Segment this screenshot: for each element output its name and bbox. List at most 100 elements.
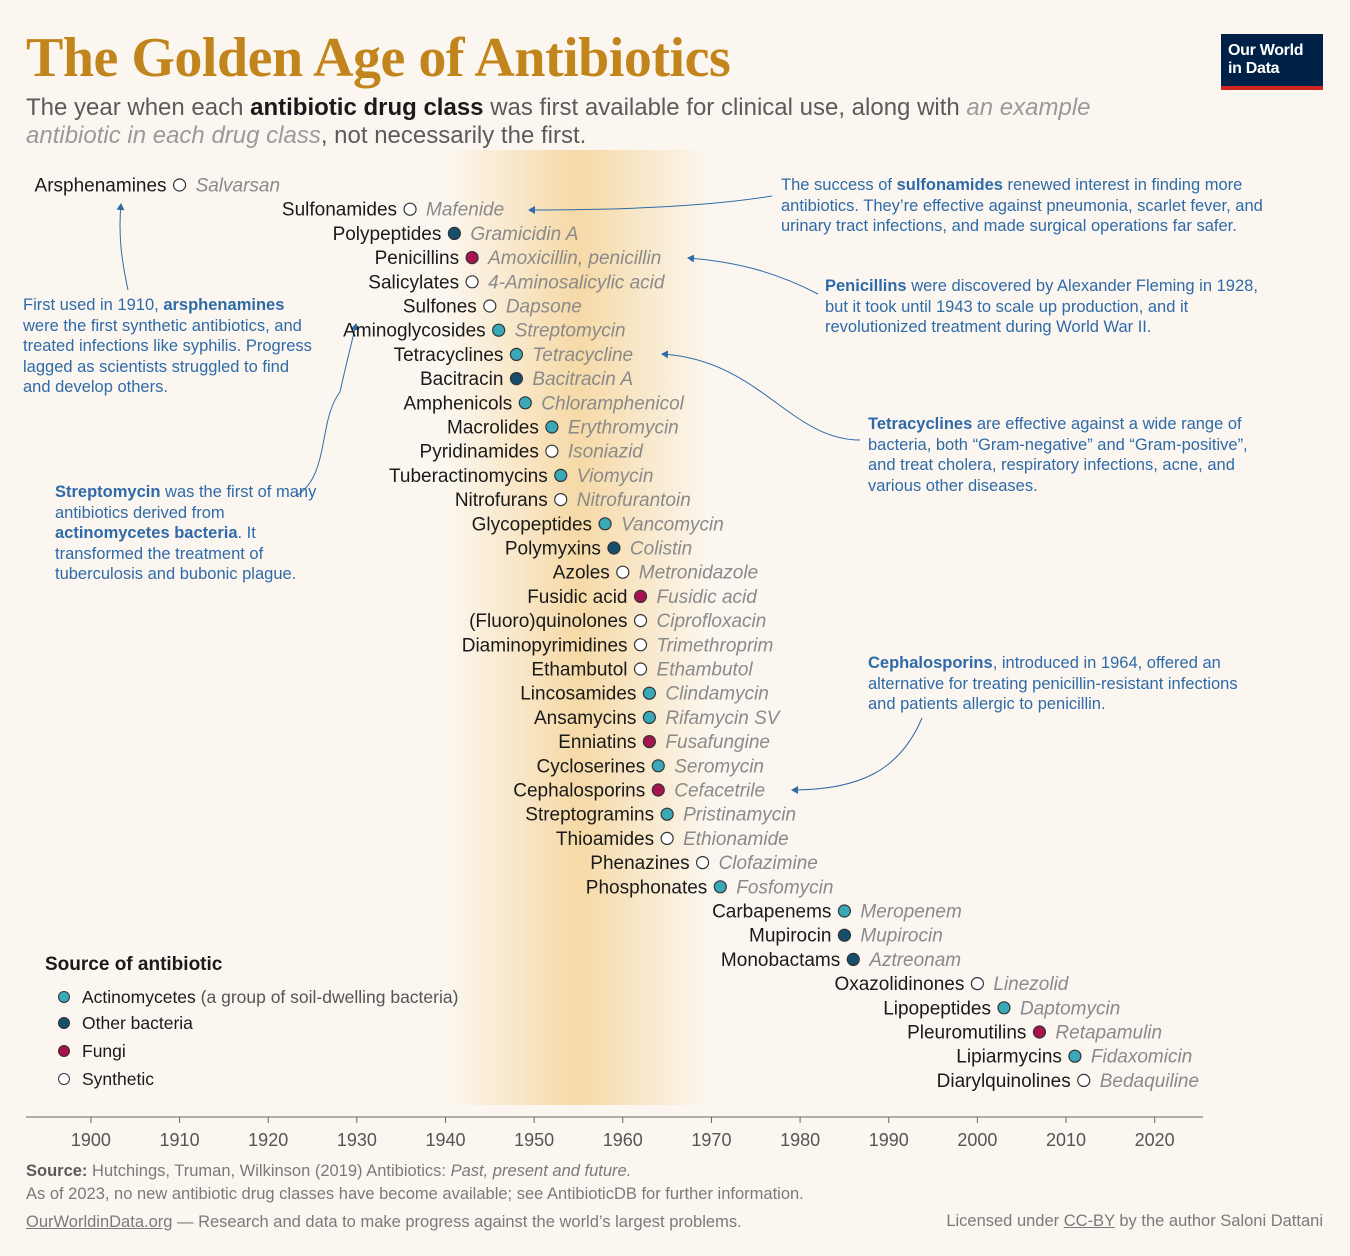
class-label-thioamides: Thioamides <box>556 829 654 850</box>
legend-item-fungi: Fungi <box>58 1041 126 1061</box>
legend-label: Fungi <box>82 1040 126 1061</box>
point-nitrofurans <box>554 493 568 507</box>
annotation-penicillins: Penicillins were discovered by Alexander… <box>825 277 1258 336</box>
class-label-diarylquinolines: Diarylquinolines <box>937 1071 1071 1092</box>
class-label-polypeptides: Polypeptides <box>333 224 442 245</box>
class-label-pleuromutilins: Pleuromutilins <box>907 1023 1026 1044</box>
footer-license: Licensed under CC-BY by the author Salon… <box>946 1212 1323 1230</box>
point-lipopeptides <box>997 1001 1011 1015</box>
legend-dot-other-bacteria <box>58 1017 70 1029</box>
class-label-bacitracin: Bacitracin <box>420 369 503 390</box>
x-axis: 1900 1910 1920 1930 1940 1950 1960 1970 1980 1990… <box>26 1116 1203 1150</box>
example-label-diarylquinolines: Bedaquiline <box>1100 1071 1199 1092</box>
class-label-ansamycins: Ansamycins <box>534 708 636 729</box>
footer-site: OurWorldinData.org — Research and data t… <box>26 1213 742 1231</box>
example-label-glycopeptides: Vancomycin <box>621 514 724 535</box>
arrow-penicillins <box>687 254 819 295</box>
class-label-tetracyclines: Tetracyclines <box>394 345 504 366</box>
class-label-sulfonamides: Sulfonamides <box>282 200 397 221</box>
legend-item-actinomycetes: Actinomycetes (a group of soil-dwelling … <box>58 987 458 1007</box>
x-tick-label-1940: 1940 <box>425 1130 465 1150</box>
point-tetracyclines <box>509 347 524 361</box>
license-link[interactable]: CC-BY <box>1063 1212 1115 1230</box>
point-amphenicols <box>518 396 532 410</box>
point-cycloserines <box>651 759 665 773</box>
point-cephalosporins <box>651 783 665 797</box>
example-label-phenazines: Clofazimine <box>719 853 818 874</box>
annotation-tetracyclines: Tetracyclines are effective against a wi… <box>868 415 1248 495</box>
point-fusidic-acid <box>633 589 648 604</box>
point-penicillins <box>465 251 479 265</box>
example-label-monobactams: Aztreonam <box>868 950 961 971</box>
example-label-sulfonamides: Mafenide <box>426 200 504 221</box>
example-label-diaminopyrimidines: Trimethroprim <box>657 635 774 656</box>
example-label-penicillins: Amoxicillin, penicillin <box>487 248 661 269</box>
class-label-salicylates: Salicylates <box>368 272 459 293</box>
class-label-polymyxins: Polymyxins <box>505 539 601 560</box>
class-label-sulfones: Sulfones <box>403 297 477 318</box>
page-title: The Golden Age of Antibiotics <box>26 27 731 89</box>
class-label-phosphonates: Phosphonates <box>586 877 708 898</box>
point-arsphenamines <box>172 178 187 192</box>
point-tuberactinomycins <box>554 468 568 482</box>
x-tick-label-1920: 1920 <box>248 1130 288 1150</box>
point-sulfonamides <box>403 202 417 216</box>
class-label-macrolides: Macrolides <box>447 418 539 439</box>
class-label-fluoro-quinolones: (Fluoro)quinolones <box>469 611 627 632</box>
example-label-pyridinamides: Isoniazid <box>568 442 644 463</box>
class-label-oxazolidinones: Oxazolidinones <box>834 974 964 995</box>
point-phosphonates <box>713 880 727 894</box>
point-mupirocin <box>837 928 852 942</box>
class-label-pyridinamides: Pyridinamides <box>420 442 539 463</box>
x-tick-label-1990: 1990 <box>869 1130 909 1150</box>
footer-source: Source: Hutchings, Truman, Wilkinson (20… <box>26 1162 632 1180</box>
x-tick-label-1950: 1950 <box>514 1130 554 1150</box>
point-aminoglycosides <box>492 323 506 337</box>
class-label-nitrofurans: Nitrofurans <box>455 490 548 511</box>
point-macrolides <box>545 420 559 434</box>
example-label-fusidic-acid: Fusidic acid <box>657 587 759 608</box>
example-label-thioamides: Ethionamide <box>683 829 789 850</box>
class-label-azoles: Azoles <box>553 563 610 584</box>
legend-label: Synthetic <box>82 1068 154 1089</box>
x-tick-label-2010: 2010 <box>1046 1130 1086 1150</box>
owid-logo[interactable]: Our World in Data <box>1221 34 1323 90</box>
annotation-cephalosporins: Cephalosporins, introduced in 1964, offe… <box>868 654 1238 713</box>
point-polypeptides <box>447 226 461 240</box>
point-ansamycins <box>642 710 656 725</box>
arrow-tetracyclines <box>661 350 861 441</box>
legend-dot-synthetic <box>58 1073 70 1085</box>
point-polymyxins <box>607 541 621 555</box>
class-label-tuberactinomycins: Tuberactinomycins <box>389 466 548 487</box>
x-tick-label-1970: 1970 <box>691 1130 731 1150</box>
annotation-arrows <box>116 195 923 794</box>
example-label-cycloserines: Seromycin <box>674 756 764 777</box>
point-thioamides <box>660 831 674 846</box>
point-fluoro-quinolones <box>633 613 648 628</box>
legend-dot-actinomycetes <box>58 991 70 1003</box>
logo-line-1: Our World <box>1228 42 1304 59</box>
point-pyridinamides <box>545 444 559 458</box>
x-tick-label-1960: 1960 <box>603 1130 643 1150</box>
x-tick-label-2000: 2000 <box>957 1130 997 1150</box>
class-label-lipiarmycins: Lipiarmycins <box>956 1047 1062 1068</box>
x-tick-label-2020: 2020 <box>1135 1130 1175 1150</box>
example-label-polymyxins: Colistin <box>630 539 692 560</box>
x-tick-label-1900: 1900 <box>71 1130 111 1150</box>
site-link[interactable]: OurWorldinData.org <box>26 1213 173 1231</box>
logo-line-2: in Data <box>1228 60 1280 77</box>
example-label-polypeptides: Gramicidin A <box>470 224 578 245</box>
annotation-sulfonamides: The success of sulfonamides renewed inte… <box>781 176 1263 235</box>
arrow-streptomycin <box>295 323 359 497</box>
arrow-sulfonamides <box>528 195 773 214</box>
point-ethambutol <box>633 662 648 676</box>
example-label-azoles: Metronidazole <box>639 563 758 584</box>
class-label-lipopeptides: Lipopeptides <box>883 998 991 1019</box>
point-monobactams <box>846 952 860 967</box>
example-label-mupirocin: Mupirocin <box>860 926 942 947</box>
legend-label: Other bacteria <box>82 1012 193 1033</box>
example-label-sulfones: Dapsone <box>506 297 582 318</box>
x-tick-label-1930: 1930 <box>337 1130 377 1150</box>
